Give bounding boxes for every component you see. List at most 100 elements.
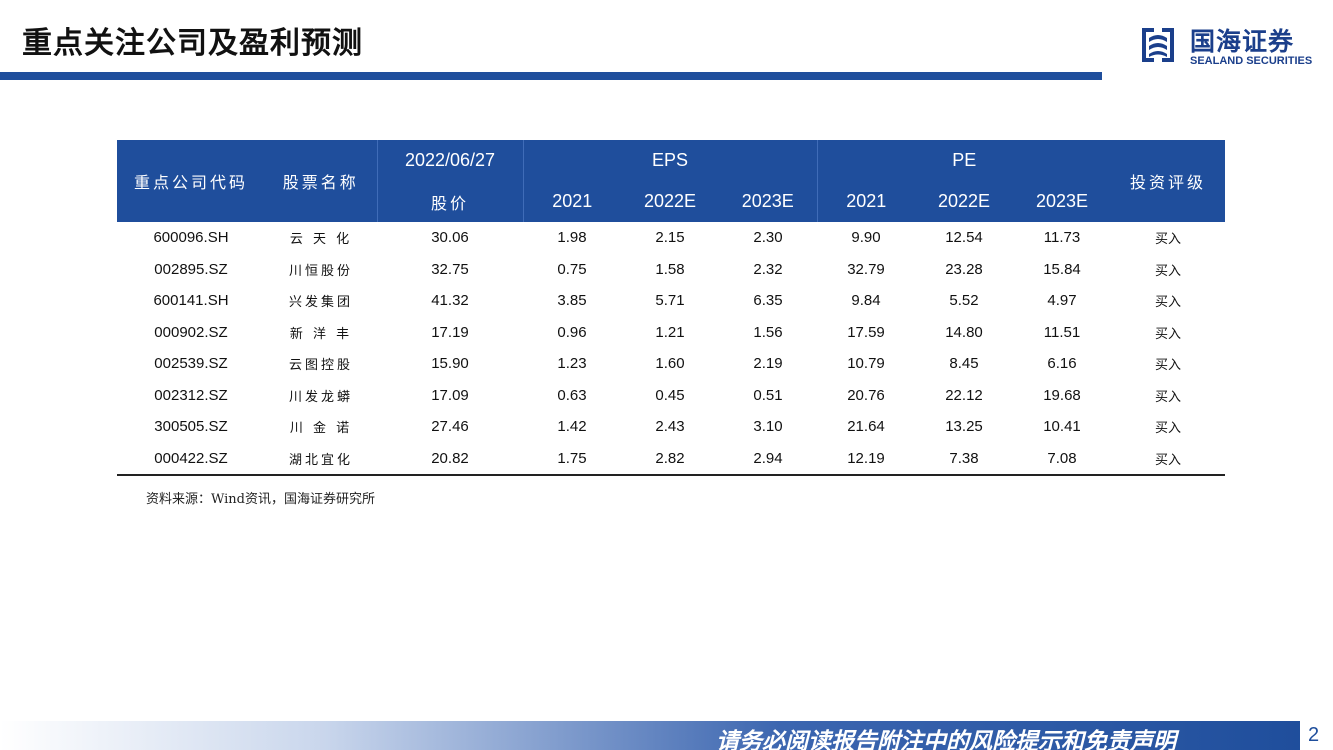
cell-name: 川 金 诺 [289, 421, 353, 437]
header-pe: PE [816, 140, 1111, 181]
cell-eps: 0.63 [557, 386, 587, 404]
cell-eps: 1.23 [557, 355, 587, 373]
cell-eps: 2.82 [621, 442, 719, 476]
cell-pe: 9.84 [851, 292, 881, 310]
cell-price: 30.06 [431, 229, 469, 247]
cell-pe: 5.52 [949, 292, 979, 310]
cell-eps: 5.71 [655, 292, 685, 310]
cell-rating: 买入 [1154, 421, 1181, 437]
cell-pe: 4.97 [1047, 292, 1077, 310]
cell-eps: 0.45 [655, 386, 685, 404]
cell-rating: 买入 [1154, 263, 1181, 279]
cell-code: 300505.SZ [154, 418, 228, 436]
cell-rating: 买入 [1111, 442, 1225, 476]
cell-pe: 20.76 [847, 386, 885, 404]
cell-pe: 9.90 [851, 229, 881, 247]
cell-eps: 2.94 [719, 442, 817, 476]
cell-name: 川发龙蟒 [288, 389, 353, 405]
header-code: 重点公司代码 [117, 140, 265, 222]
table-row: 002895.SZ 川恒股份 32.75 0.75 1.58 2.32 32.7… [117, 254, 1225, 286]
cell-eps: 2.19 [753, 355, 783, 373]
company-logo: 国海证券 SEALAND SECURITIES [1138, 20, 1324, 70]
cell-pe: 6.16 [1047, 355, 1077, 373]
footer-bar [0, 721, 1300, 750]
cell-eps: 1.60 [655, 355, 685, 373]
table-row: 000902.SZ 新 洋 丰 17.19 0.96 1.21 1.56 17.… [117, 317, 1225, 349]
cell-code: 600096.SH [153, 229, 229, 247]
cell-pe: 11.73 [1043, 229, 1081, 247]
cell-price: 41.32 [431, 292, 469, 310]
table-row: 002312.SZ 川发龙蟒 17.09 0.63 0.45 0.51 20.7… [117, 380, 1225, 412]
cell-name: 云 天 化 [289, 232, 353, 248]
cell-eps: 2.32 [753, 260, 783, 278]
cell-pe: 7.08 [1013, 442, 1111, 476]
page-number: 2 [1308, 724, 1320, 746]
cell-rating: 买入 [1154, 389, 1181, 405]
header-name: 股票名称 [265, 140, 377, 222]
cell-name: 兴发集团 [288, 295, 353, 311]
table-header: 重点公司代码 股票名称 2022/06/27 EPS PE 投资评级 股价 20… [117, 140, 1225, 222]
cell-rating: 买入 [1154, 358, 1181, 374]
table-row: 002539.SZ 云图控股 15.90 1.23 1.60 2.19 10.7… [117, 348, 1225, 380]
cell-pe: 7.38 [915, 442, 1013, 476]
logo-english-name: SEALAND SECURITIES [1190, 55, 1313, 67]
cell-eps: 1.21 [655, 323, 685, 341]
cell-eps: 3.10 [753, 418, 783, 436]
cell-price: 32.75 [431, 260, 469, 278]
footer-disclaimer: 请务必阅读报告附注中的风险提示和免责声明 [716, 729, 1176, 750]
cell-eps: 1.98 [557, 229, 587, 247]
header-eps-year: 2023E [719, 181, 817, 222]
cell-pe: 22.12 [945, 386, 983, 404]
cell-price: 20.82 [377, 442, 523, 476]
cell-pe: 21.64 [847, 418, 885, 436]
cell-pe: 19.68 [1043, 386, 1081, 404]
header-eps: EPS [522, 140, 817, 181]
title-underline-bar [0, 72, 1102, 80]
cell-code: 600141.SH [153, 292, 229, 310]
cell-eps: 6.35 [753, 292, 783, 310]
cell-eps: 2.43 [655, 418, 685, 436]
cell-name: 新 洋 丰 [289, 326, 353, 342]
cell-price: 15.90 [431, 355, 469, 373]
cell-code: 000422.SZ [117, 442, 265, 476]
cell-pe: 12.19 [817, 442, 915, 476]
header-eps-year: 2022E [621, 181, 719, 222]
cell-eps: 2.30 [753, 229, 783, 247]
header-pe-year: 2022E [915, 181, 1013, 222]
header-price: 股价 [376, 181, 523, 222]
cell-pe: 10.41 [1043, 418, 1081, 436]
table-row: 000422.SZ 湖北宜化 20.82 1.75 2.82 2.94 12.1… [117, 442, 1225, 476]
earnings-forecast-table: 重点公司代码 股票名称 2022/06/27 EPS PE 投资评级 股价 20… [117, 140, 1225, 476]
table-row: 600141.SH 兴发集团 41.32 3.85 5.71 6.35 9.84… [117, 285, 1225, 317]
header-eps-year: 2021 [522, 181, 621, 222]
table-body: 600096.SH 云 天 化 30.06 1.98 2.15 2.30 9.9… [117, 222, 1225, 476]
page-title: 重点关注公司及盈利预测 [22, 26, 363, 61]
header-rating: 投资评级 [1111, 140, 1225, 222]
table-row: 300505.SZ 川 金 诺 27.46 1.42 2.43 3.10 21.… [117, 411, 1225, 443]
cell-price: 17.19 [431, 323, 469, 341]
source-note: 资料来源：Wind资讯，国海证券研究所 [146, 492, 375, 507]
cell-eps: 0.51 [753, 386, 783, 404]
cell-eps: 1.75 [523, 442, 621, 476]
cell-rating: 买入 [1154, 295, 1181, 311]
header-pe-year: 2023E [1013, 181, 1111, 222]
sealand-logo-icon [1142, 28, 1174, 62]
cell-eps: 3.85 [557, 292, 587, 310]
cell-eps: 1.56 [753, 323, 783, 341]
cell-rating: 买入 [1154, 232, 1181, 248]
cell-pe: 14.80 [945, 323, 983, 341]
cell-name: 湖北宜化 [265, 442, 377, 476]
cell-pe: 8.45 [949, 355, 979, 373]
cell-eps: 1.42 [557, 418, 587, 436]
cell-price: 27.46 [431, 418, 469, 436]
cell-eps: 0.96 [557, 323, 587, 341]
header-date: 2022/06/27 [376, 140, 523, 181]
header-pe-year: 2021 [816, 181, 915, 222]
cell-code: 002895.SZ [154, 260, 228, 278]
cell-name: 川恒股份 [288, 263, 353, 279]
cell-pe: 11.51 [1043, 323, 1081, 341]
cell-rating: 买入 [1154, 326, 1181, 342]
cell-pe: 10.79 [847, 355, 885, 373]
logo-chinese-name: 国海证券 [1190, 27, 1295, 56]
